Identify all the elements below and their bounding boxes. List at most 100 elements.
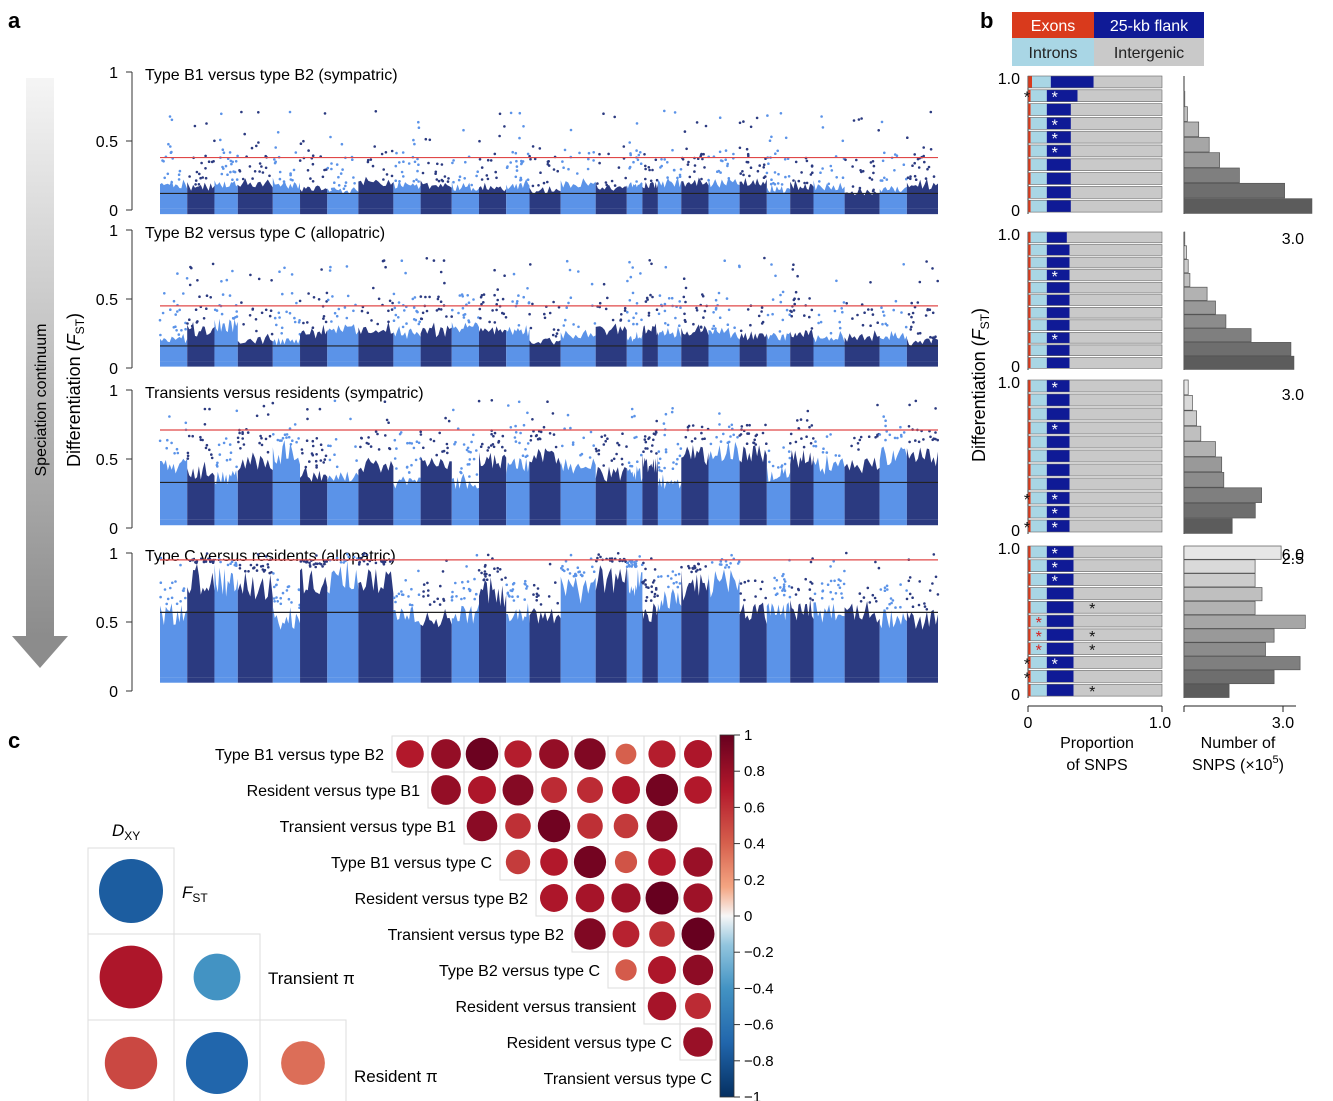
- snp-point: [321, 175, 325, 179]
- snp-point: [241, 437, 244, 440]
- bar-outline: [1027, 628, 1163, 642]
- snp-point: [258, 162, 262, 165]
- bar-segment-flank: [1046, 332, 1070, 344]
- snp-point: [543, 312, 546, 316]
- snp-point: [790, 586, 794, 589]
- snp-point: [280, 439, 283, 442]
- chromosome-base: [766, 677, 791, 683]
- snp-point: [739, 329, 743, 333]
- snp-point: [374, 110, 378, 113]
- snp-point: [370, 319, 373, 322]
- snp-point: [914, 399, 918, 403]
- snp-point: [195, 560, 198, 564]
- snp-point: [277, 311, 281, 315]
- corr-row-label: Type B1 versus type C: [331, 855, 492, 872]
- snp-point: [829, 331, 833, 335]
- chromosome-block: [529, 448, 561, 520]
- snp-point: [307, 292, 310, 295]
- chromosome-base: [626, 361, 643, 367]
- hist-bar: [1183, 152, 1220, 168]
- snp-point: [623, 309, 627, 312]
- snp-point: [659, 166, 662, 169]
- snp-point: [272, 597, 276, 600]
- snp-point: [198, 172, 201, 176]
- snp-point: [782, 585, 786, 588]
- snp-point: [322, 461, 326, 464]
- snp-point: [650, 262, 653, 266]
- snp-point: [660, 575, 663, 578]
- bar-segment-introns: [1030, 332, 1047, 344]
- snp-point: [812, 437, 815, 440]
- snp-point: [884, 419, 887, 423]
- snp-point: [675, 462, 678, 466]
- snp-point: [936, 438, 939, 442]
- snp-point: [548, 432, 552, 435]
- snp-point: [222, 151, 226, 154]
- snp-point: [658, 469, 661, 472]
- snp-point: [718, 150, 722, 154]
- bar-segment-intergenic: [1073, 642, 1162, 655]
- snp-point: [529, 326, 533, 330]
- snp-point: [877, 566, 881, 570]
- chromosome-base: [708, 519, 740, 526]
- snp-point: [679, 168, 683, 171]
- snp-point: [884, 438, 887, 442]
- snp-point: [561, 160, 564, 163]
- snp-point: [648, 259, 651, 262]
- bar-segment-exons: [1028, 615, 1031, 627]
- snp-point: [858, 186, 862, 190]
- snp-point: [397, 301, 401, 304]
- snp-point: [664, 450, 668, 454]
- snp-point: [312, 296, 316, 299]
- snp-point: [205, 307, 208, 311]
- snp-point: [562, 166, 565, 169]
- snp-point: [472, 298, 475, 301]
- snp-point: [931, 336, 934, 340]
- chromosome-block: [506, 458, 530, 520]
- snp-point: [185, 277, 189, 280]
- bar-segment-flank: [1046, 656, 1074, 669]
- snp-point: [655, 419, 658, 423]
- snp-point: [289, 173, 292, 177]
- snp-point: [518, 111, 522, 115]
- chromosome-base: [813, 361, 845, 367]
- snp-point: [188, 175, 191, 178]
- snp-point: [632, 160, 635, 164]
- snp-point: [485, 578, 489, 581]
- bar-segment-exons: [1028, 656, 1031, 669]
- snp-point: [690, 570, 693, 574]
- snp-point: [249, 563, 253, 567]
- snp-point: [159, 333, 162, 337]
- inset-label-dxy: DXY: [112, 821, 140, 843]
- snp-point: [180, 329, 183, 332]
- snp-point: [258, 170, 261, 173]
- chromosome-base: [358, 519, 394, 526]
- snp-point: [599, 555, 602, 559]
- snp-point: [526, 454, 529, 458]
- snp-point: [532, 583, 536, 587]
- panel-label-b: b: [980, 8, 993, 33]
- snp-point: [169, 151, 173, 154]
- snp-point: [383, 560, 387, 564]
- chromosome-base: [595, 519, 627, 526]
- snp-point: [598, 152, 601, 156]
- chromosome-base: [506, 677, 530, 683]
- snp-point: [514, 175, 518, 179]
- snp-point: [468, 458, 472, 461]
- snp-point: [594, 447, 598, 451]
- snp-point: [493, 321, 497, 324]
- snp-point: [254, 318, 258, 321]
- snp-point: [300, 448, 304, 451]
- bar-segment-exons: [1028, 478, 1031, 490]
- corr-circle: [577, 813, 603, 839]
- hist-bar: [1183, 573, 1256, 588]
- bar-segment-introns: [1030, 294, 1047, 306]
- bar-segment-introns: [1030, 394, 1047, 406]
- snp-point: [323, 562, 326, 566]
- legend-intergenic-label: Intergenic: [1114, 45, 1184, 62]
- snp-point: [238, 563, 242, 567]
- snp-point: [805, 181, 809, 185]
- snp-point: [881, 322, 884, 326]
- snp-point: [774, 274, 777, 278]
- snp-point: [460, 293, 464, 296]
